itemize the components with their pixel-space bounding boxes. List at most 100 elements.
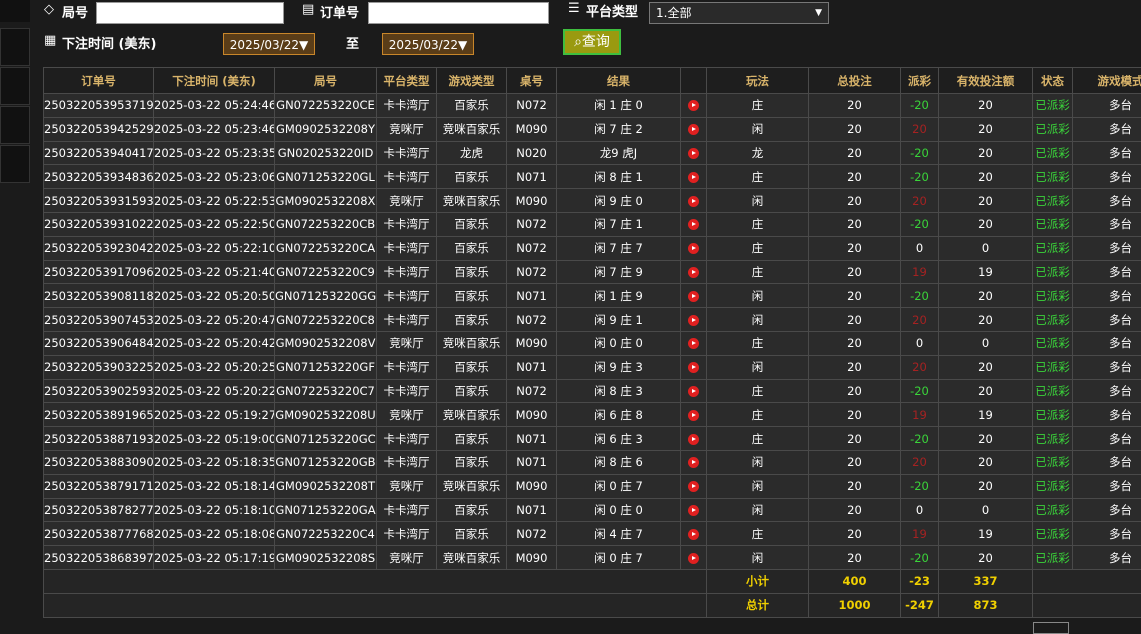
- date-to[interactable]: 2025/03/22▼: [382, 33, 474, 55]
- side-tab[interactable]: [0, 106, 30, 144]
- play-icon[interactable]: [688, 505, 699, 516]
- table-cell: GM0902532208X: [275, 189, 377, 213]
- play-cell: [681, 522, 707, 546]
- table-cell: 闲 7 庄 7: [557, 236, 681, 260]
- play-icon[interactable]: [688, 529, 699, 540]
- column-header: 结果: [557, 68, 681, 94]
- table-cell: 已派彩: [1033, 355, 1073, 379]
- play-icon[interactable]: [688, 219, 699, 230]
- play-icon[interactable]: [688, 362, 699, 373]
- query-button[interactable]: ⌕查询: [563, 29, 621, 55]
- play-icon[interactable]: [688, 457, 699, 468]
- table-cell: 已派彩: [1033, 403, 1073, 427]
- column-header: 订单号: [44, 68, 154, 94]
- table-cell: 闲 6 庄 3: [557, 427, 681, 451]
- order-input[interactable]: [368, 2, 549, 24]
- table-cell: 250322053923042: [44, 236, 154, 260]
- play-icon[interactable]: [688, 243, 699, 254]
- play-icon[interactable]: [688, 410, 699, 421]
- table-cell: 竞咪厅: [377, 403, 437, 427]
- play-icon[interactable]: [688, 100, 699, 111]
- table-cell: 250322053883090: [44, 450, 154, 474]
- play-icon[interactable]: [688, 481, 699, 492]
- table-cell: 百家乐: [437, 379, 507, 403]
- play-icon[interactable]: [688, 338, 699, 349]
- play-icon[interactable]: [688, 196, 699, 207]
- table-cell: 庄: [707, 331, 809, 355]
- round-input[interactable]: [96, 2, 284, 24]
- play-icon[interactable]: [688, 553, 699, 564]
- table-cell: 已派彩: [1033, 522, 1073, 546]
- table-cell: 多台: [1073, 308, 1141, 332]
- play-icon[interactable]: [688, 267, 699, 278]
- table-cell: 卡卡湾厅: [377, 522, 437, 546]
- table-cell: GN071253220GA: [275, 498, 377, 522]
- table-cell: 20: [809, 546, 901, 570]
- table-cell: 2025-03-22 05:18:14: [154, 474, 275, 498]
- play-icon[interactable]: [688, 291, 699, 302]
- table-cell: -20: [901, 546, 939, 570]
- play-icon[interactable]: [688, 172, 699, 183]
- query-text: 查询: [582, 34, 610, 50]
- table-cell: 庄: [707, 379, 809, 403]
- table-cell: -20: [901, 94, 939, 118]
- play-icon[interactable]: [688, 386, 699, 397]
- side-tab[interactable]: [0, 28, 30, 66]
- subtotal-bet: 400: [809, 569, 901, 593]
- table-cell: 多台: [1073, 94, 1141, 118]
- table-cell: 20: [809, 141, 901, 165]
- platform-select[interactable]: 1.全部▼: [649, 2, 829, 24]
- table-cell: 20: [939, 450, 1033, 474]
- table-cell: 已派彩: [1033, 379, 1073, 403]
- table-cell: 20: [809, 450, 901, 474]
- table-cell: 多台: [1073, 546, 1141, 570]
- table-cell: 19: [901, 260, 939, 284]
- table-cell: 庄: [707, 260, 809, 284]
- table-cell: 250322053906484: [44, 331, 154, 355]
- table-cell: 庄: [707, 212, 809, 236]
- play-icon[interactable]: [688, 434, 699, 445]
- table-cell: 闲: [707, 474, 809, 498]
- play-icon[interactable]: [688, 124, 699, 135]
- table-cell: 庄: [707, 522, 809, 546]
- table-cell: 0: [901, 498, 939, 522]
- play-cell: [681, 141, 707, 165]
- play-icon[interactable]: [688, 315, 699, 326]
- to-label: 至: [346, 33, 359, 52]
- table-cell: -20: [901, 379, 939, 403]
- play-cell: [681, 189, 707, 213]
- date-from[interactable]: 2025/03/22▼: [223, 33, 315, 55]
- side-tab[interactable]: [0, 67, 30, 105]
- play-icon[interactable]: [688, 148, 699, 159]
- table-cell: 闲 0 庄 7: [557, 546, 681, 570]
- table-cell: 百家乐: [437, 284, 507, 308]
- table-cell: 2025-03-22 05:23:06: [154, 165, 275, 189]
- table-cell: 竞咪厅: [377, 189, 437, 213]
- table-cell: 2025-03-22 05:17:19: [154, 546, 275, 570]
- pager-box[interactable]: [1033, 622, 1069, 634]
- table-cell: 250322053931022: [44, 212, 154, 236]
- table-cell: GM0902532208T: [275, 474, 377, 498]
- side-tab[interactable]: [0, 145, 30, 183]
